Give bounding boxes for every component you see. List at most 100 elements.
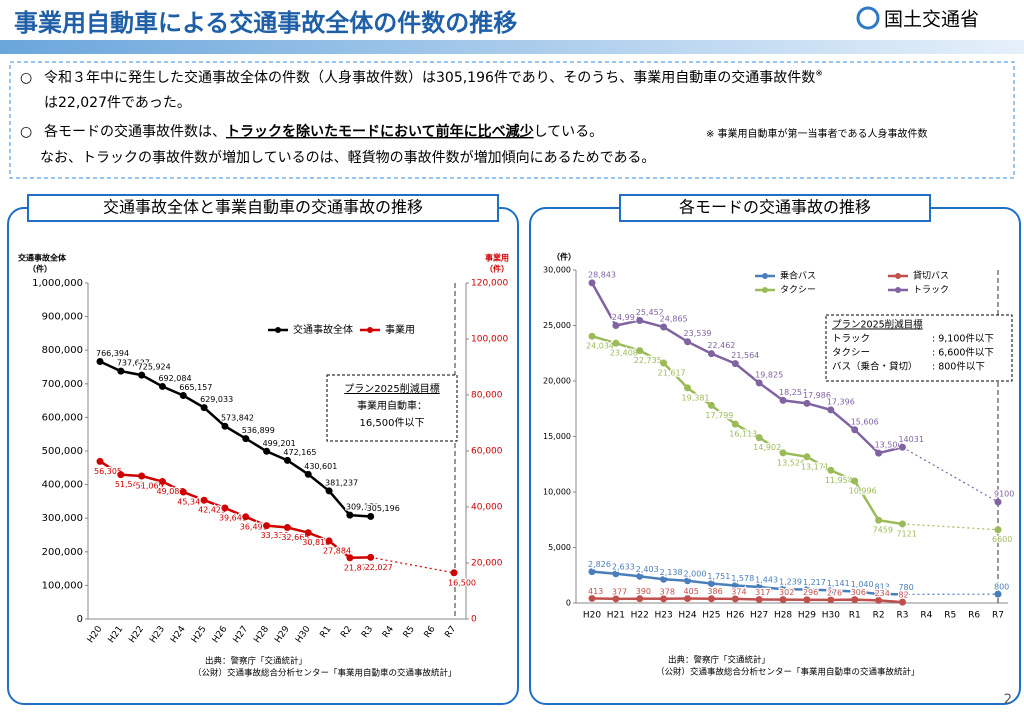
annotation-text: 16,500件以下 — [360, 417, 425, 429]
point — [898, 598, 906, 606]
data-label: 381,237 — [325, 478, 358, 487]
data-label: 13,171 — [801, 462, 829, 471]
x-tick-label: R3 — [896, 611, 908, 621]
y2-tick-label: 120,000 — [471, 279, 508, 289]
annotation-box — [825, 314, 1013, 382]
data-label: 30,818 — [302, 538, 330, 547]
data-label: 1,578 — [731, 574, 754, 583]
x-tick-label: H22 — [631, 611, 649, 621]
data-label: 14,902 — [753, 443, 781, 452]
legend-label: トラック — [913, 285, 949, 296]
x-tick-label: H27 — [750, 611, 768, 621]
target-projection — [370, 556, 455, 574]
y-tick-label: 800,000 — [42, 345, 83, 356]
emphasis: トラックを除いたモードにおいて前年に比べ減少 — [226, 123, 534, 140]
data-label: 2,403 — [636, 565, 659, 574]
y-tick-label: 0 — [77, 614, 83, 625]
legend-marker — [367, 327, 373, 333]
mark: ※ — [815, 69, 823, 79]
point — [96, 457, 104, 465]
bullet-text: なお、トラックの事故件数が増加しているのは、軽貨物の事故件数が増加傾向にあるため… — [40, 149, 655, 166]
x-tick-label: H21 — [607, 611, 625, 621]
y-tick-label: 200,000 — [42, 547, 83, 558]
y2-tick-label: 0 — [471, 615, 477, 625]
point — [803, 453, 811, 461]
y-tick-label: 100,000 — [42, 580, 83, 591]
legend-marker — [275, 327, 281, 333]
data-label: 413 — [588, 587, 603, 596]
point — [263, 447, 271, 455]
x-tick-label: H23 — [148, 624, 167, 645]
point — [636, 572, 644, 580]
data-label: 1,217 — [803, 578, 826, 587]
point — [588, 568, 596, 576]
data-label: 374 — [731, 587, 746, 596]
point — [325, 537, 333, 545]
point — [367, 553, 375, 561]
data-label: 22,735 — [634, 356, 662, 365]
data-label: 17,799 — [705, 411, 733, 420]
data-label: 17,396 — [827, 397, 855, 406]
point — [707, 595, 715, 603]
data-label: 629,033 — [200, 395, 233, 404]
data-label: 15,606 — [851, 417, 879, 426]
point — [755, 379, 763, 387]
data-label: 737,637 — [117, 359, 150, 368]
data-label: 19,825 — [755, 370, 783, 379]
annotation-text: バス（乗合・貸切） — [832, 361, 918, 373]
page-number: 2 — [1004, 693, 1012, 708]
point — [221, 422, 229, 430]
annotation-text: プラン2025削減目標 — [832, 319, 923, 331]
point — [117, 367, 125, 375]
x-tick-label: H22 — [128, 624, 147, 645]
data-label: 17,986 — [803, 391, 831, 400]
x-tick-label: H30 — [294, 624, 313, 645]
data-label: 305,196 — [367, 504, 400, 513]
x-tick-label: H26 — [726, 611, 744, 621]
annotation-box — [326, 374, 458, 442]
point — [636, 316, 644, 324]
y2-tick-label: 20,000 — [471, 559, 503, 569]
bullet-text: は22,027件であった。 — [44, 95, 191, 111]
target-projection — [902, 446, 999, 503]
point — [367, 512, 375, 520]
data-label: 14031 — [898, 435, 923, 444]
y2-axis-label: 事業用 — [485, 253, 509, 263]
series-line — [591, 597, 903, 604]
point — [731, 595, 739, 603]
x-tick-label: H27 — [232, 624, 251, 645]
point — [707, 401, 715, 409]
data-label: 472,165 — [283, 448, 316, 457]
data-label: 21,617 — [658, 369, 686, 378]
point — [242, 435, 250, 443]
point — [827, 466, 835, 474]
legend-label: 事業用 — [385, 323, 415, 336]
logo: 国土交通省 — [884, 9, 979, 31]
data-label: 2,826 — [588, 560, 611, 569]
data-label: 2,633 — [612, 562, 635, 571]
point — [242, 513, 250, 521]
y-tick-label: 5,000 — [548, 543, 571, 552]
data-label: 780 — [898, 583, 913, 592]
text: している。 — [534, 124, 604, 140]
point — [660, 575, 668, 583]
data-label: 430,601 — [304, 462, 337, 471]
point — [994, 498, 1002, 506]
point — [179, 488, 187, 496]
y-tick-label: 500,000 — [42, 446, 83, 457]
data-label: 6600 — [992, 535, 1012, 544]
point — [588, 279, 596, 287]
point — [325, 487, 333, 495]
data-label: 309,178 — [346, 503, 379, 512]
x-tick-label: H30 — [822, 611, 840, 621]
y-tick-label: 900,000 — [42, 312, 83, 323]
data-label: 19,381 — [682, 393, 710, 402]
series-line — [99, 360, 371, 518]
point — [684, 595, 692, 603]
data-label: 234 — [875, 589, 890, 598]
data-label: 2,000 — [684, 569, 707, 578]
series-line — [100, 461, 454, 572]
point — [636, 347, 644, 355]
chart-title-box — [27, 194, 499, 222]
point — [851, 587, 859, 595]
